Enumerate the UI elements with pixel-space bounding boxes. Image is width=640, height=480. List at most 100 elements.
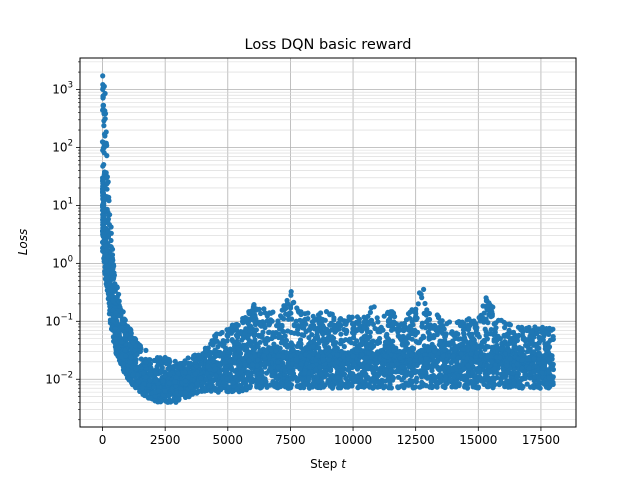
data-point: [236, 347, 242, 353]
data-point: [483, 373, 489, 379]
data-point: [217, 331, 223, 337]
data-point: [421, 286, 427, 292]
data-point: [520, 333, 526, 339]
data-point: [306, 335, 312, 341]
data-point: [452, 346, 458, 353]
data-point: [354, 338, 360, 344]
data-point: [324, 371, 330, 377]
data-point: [308, 339, 314, 345]
data-point: [113, 351, 119, 357]
data-point: [495, 333, 501, 339]
data-point: [299, 332, 305, 338]
data-point: [114, 294, 120, 300]
data-point: [510, 329, 517, 335]
data-point: [293, 356, 299, 363]
data-point: [436, 367, 443, 373]
data-point: [532, 363, 539, 369]
data-point: [331, 315, 337, 321]
data-point: [100, 145, 106, 151]
data-point: [469, 369, 476, 375]
data-point: [334, 352, 340, 358]
data-point: [238, 369, 244, 375]
data-point: [105, 233, 112, 239]
data-point: [305, 310, 311, 316]
data-point: [408, 352, 415, 358]
data-point: [359, 352, 365, 358]
data-point: [476, 366, 482, 372]
data-point: [539, 324, 546, 330]
data-point: [315, 378, 321, 385]
data-point: [362, 372, 368, 378]
data-point: [419, 348, 425, 354]
data-point: [220, 343, 226, 349]
data-point: [412, 327, 418, 333]
data-point: [491, 366, 497, 372]
data-point: [489, 305, 495, 311]
data-point: [422, 344, 428, 350]
data-point: [483, 329, 489, 335]
data-point: [536, 335, 542, 341]
data-point: [430, 358, 436, 364]
data-point: [375, 319, 381, 325]
data-point: [547, 337, 554, 343]
data-point: [468, 351, 474, 357]
data-point: [483, 295, 489, 301]
data-point: [254, 363, 260, 369]
data-point: [100, 93, 106, 99]
data-point: [255, 357, 261, 363]
data-point: [100, 73, 106, 79]
data-point: [419, 373, 425, 379]
data-point: [105, 228, 111, 234]
data-point: [461, 330, 467, 336]
data-point: [243, 377, 249, 384]
data-point: [197, 355, 203, 361]
data-point: [442, 384, 448, 391]
data-point: [328, 368, 334, 374]
data-point: [540, 337, 546, 343]
data-point: [423, 383, 429, 389]
data-point: [534, 344, 540, 350]
data-point: [375, 380, 382, 386]
data-point: [426, 347, 432, 353]
data-point: [550, 334, 556, 340]
data-point: [158, 368, 164, 374]
data-point: [294, 378, 300, 384]
data-point: [202, 357, 208, 363]
data-point: [264, 313, 270, 319]
data-point: [236, 363, 242, 369]
data-point: [540, 359, 547, 365]
data-point: [407, 371, 414, 377]
data-point: [401, 328, 407, 334]
data-point: [143, 359, 149, 365]
data-point: [112, 281, 118, 287]
data-point: [167, 371, 173, 377]
data-point: [285, 328, 291, 334]
data-point: [354, 365, 360, 371]
data-point: [271, 383, 277, 389]
data-point: [246, 357, 252, 364]
data-point: [269, 373, 275, 379]
data-point: [498, 376, 504, 382]
data-point: [516, 332, 522, 338]
data-point: [188, 360, 194, 366]
data-point: [436, 314, 442, 320]
data-point: [251, 302, 257, 308]
data-point: [134, 372, 140, 378]
data-point: [410, 308, 416, 314]
data-point: [341, 344, 347, 350]
data-point: [329, 334, 335, 340]
data-point: [108, 237, 114, 244]
data-point: [367, 383, 373, 389]
data-point: [448, 377, 454, 383]
data-point: [268, 366, 274, 372]
data-point: [370, 376, 376, 382]
data-point: [460, 346, 466, 352]
data-point: [344, 318, 350, 325]
data-point: [153, 370, 159, 376]
data-point: [110, 318, 116, 324]
data-point: [536, 339, 543, 345]
data-point: [182, 361, 188, 367]
data-point: [103, 258, 109, 264]
data-point: [485, 307, 491, 313]
data-point: [327, 311, 333, 317]
